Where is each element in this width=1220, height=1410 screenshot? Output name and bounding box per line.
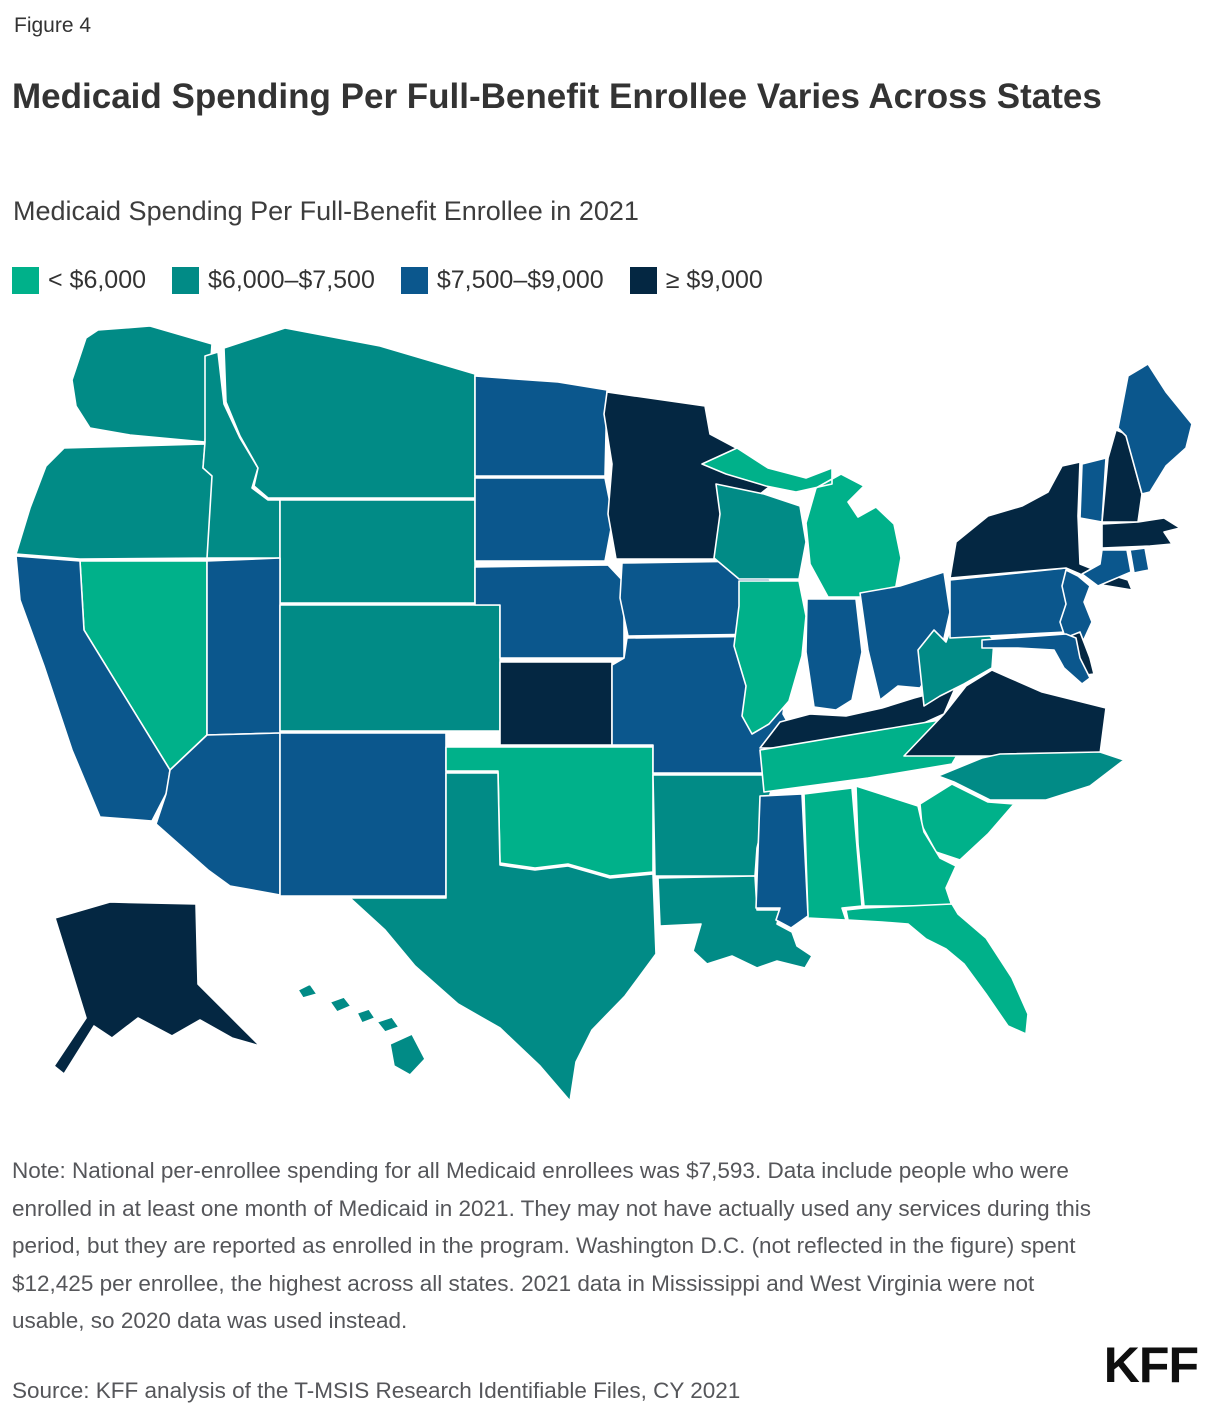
state-MT bbox=[223, 327, 476, 499]
state-AK bbox=[53, 901, 261, 1075]
state-WY bbox=[279, 499, 476, 604]
state-MS bbox=[755, 793, 809, 929]
state-CA bbox=[15, 555, 171, 822]
state-PA bbox=[949, 567, 1077, 639]
legend-label: $6,000–$7,500 bbox=[208, 266, 375, 294]
legend-label: $7,500–$9,000 bbox=[436, 266, 604, 294]
legend-item-gte9000: ≥ $9,000 bbox=[629, 266, 763, 295]
state-NC bbox=[937, 751, 1125, 801]
page-title: Medicaid Spending Per Full-Benefit Enrol… bbox=[12, 77, 1102, 116]
legend-item-6000-7500: $6,000–$7,500 bbox=[172, 266, 375, 295]
state-SC bbox=[919, 783, 1015, 861]
figure-label: Figure 4 bbox=[14, 14, 92, 37]
state-HI bbox=[297, 983, 426, 1076]
state-FL bbox=[845, 903, 1029, 1035]
legend-label: ≥ $9,000 bbox=[665, 266, 763, 294]
legend-swatch-lt6000 bbox=[12, 267, 39, 294]
state-MD bbox=[981, 633, 1091, 685]
state-UT bbox=[206, 557, 281, 736]
state-IN bbox=[805, 598, 863, 711]
state-SD bbox=[474, 477, 614, 562]
legend-item-lt6000: < $6,000 bbox=[12, 266, 146, 295]
state-ID bbox=[202, 351, 281, 559]
state-WA bbox=[71, 325, 213, 443]
legend-label: < $6,000 bbox=[48, 266, 147, 294]
state-GA bbox=[855, 785, 957, 907]
state-LA bbox=[657, 875, 813, 969]
state-MI bbox=[701, 447, 902, 598]
kff-logo: KFF bbox=[1103, 1337, 1199, 1393]
state-IL bbox=[733, 580, 807, 735]
state-MA bbox=[1101, 517, 1181, 549]
state-AL bbox=[803, 787, 863, 921]
state-RI bbox=[1129, 547, 1150, 574]
chart-subtitle: Medicaid Spending Per Full-Benefit Enrol… bbox=[13, 196, 639, 226]
state-WI bbox=[713, 483, 807, 580]
state-NM bbox=[279, 732, 447, 897]
state-OR bbox=[15, 443, 215, 560]
legend-item-7500-9000: $7,500–$9,000 bbox=[400, 266, 604, 295]
state-CT bbox=[1081, 549, 1132, 587]
state-CO bbox=[279, 604, 501, 732]
legend-swatch-7500-9000 bbox=[400, 267, 428, 294]
state-KS bbox=[499, 661, 613, 746]
us-choropleth-map bbox=[0, 318, 1220, 1140]
legend-swatch-gte9000 bbox=[629, 267, 657, 294]
legend: < $6,000 $6,000–$7,500 $7,500–$9,000 ≥ $… bbox=[12, 266, 789, 295]
source-text: Source: KFF analysis of the T-MSIS Resea… bbox=[12, 1378, 741, 1403]
legend-swatch-6000-7500 bbox=[172, 267, 200, 294]
state-ND bbox=[474, 375, 608, 477]
note-text: Note: National per-enrollee spending for… bbox=[12, 1158, 1091, 1333]
state-TX bbox=[349, 772, 657, 1102]
state-NE bbox=[474, 564, 625, 659]
state-AR bbox=[652, 774, 776, 877]
state-ME bbox=[1117, 363, 1193, 495]
